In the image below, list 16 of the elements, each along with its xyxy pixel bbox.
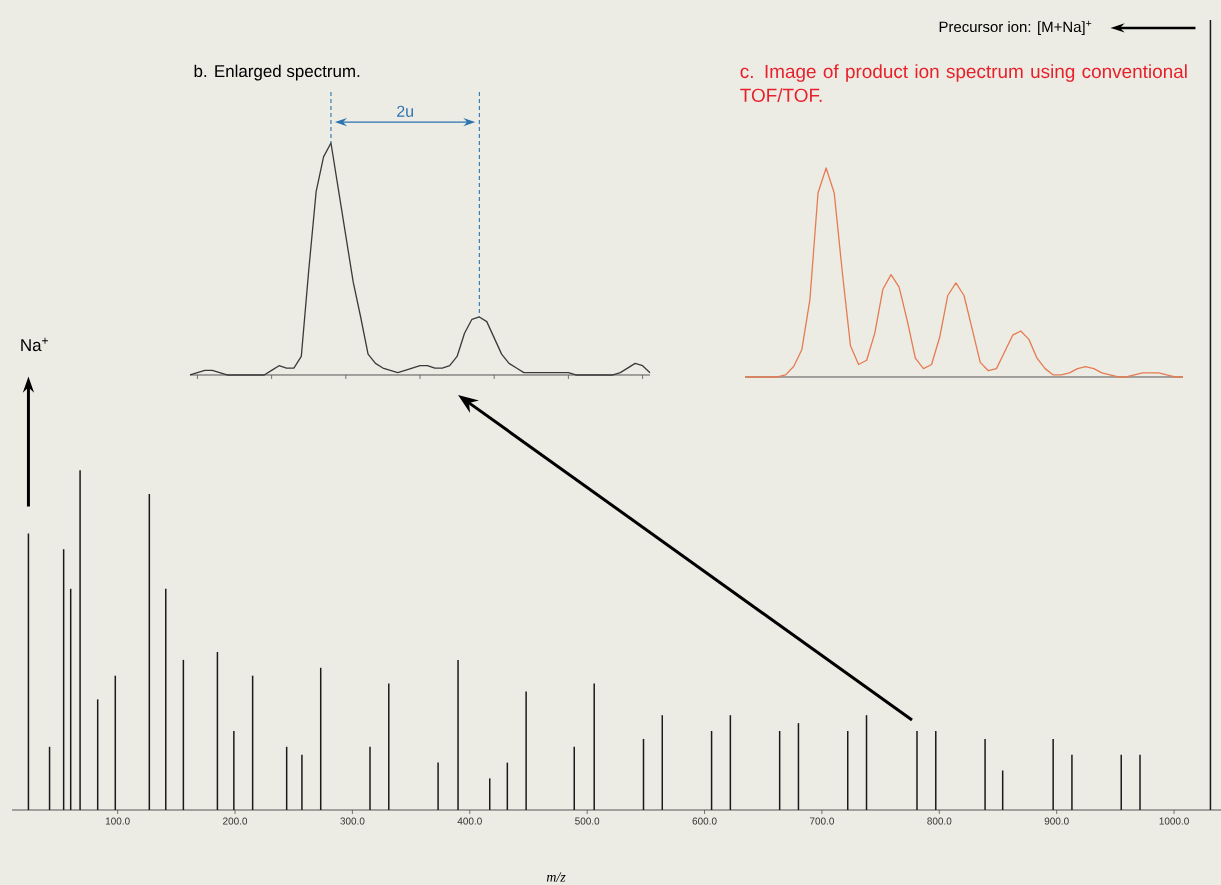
x-axis-title: m/z — [546, 872, 566, 882]
annotation: 2u — [397, 105, 413, 117]
chart-title: c. Image of product ion spectrum using conventional TOF/TOF. — [740, 64, 1187, 103]
x-tick-label: 600.0 — [692, 817, 717, 825]
chart-title: b. Enlarged spectrum. — [194, 64, 360, 81]
x-tick-label: 900.0 — [1044, 817, 1069, 825]
x-tick-label: 200.0 — [223, 817, 248, 825]
x-tick-label: 500.0 — [575, 817, 600, 825]
annotation: Na$^{+}$ — [21, 337, 48, 352]
x-tick-label: 300.0 — [340, 817, 365, 825]
annotation: Precursor ion: [M+Na]$^{+}$ — [939, 20, 1092, 36]
x-tick-label: 800.0 — [927, 817, 952, 825]
x-tick-label: 100.0 — [105, 817, 130, 825]
x-tick-label: 1000.0 — [1159, 817, 1189, 825]
x-tick-label: 400.0 — [457, 817, 482, 825]
x-tick-label: 700.0 — [809, 817, 834, 825]
